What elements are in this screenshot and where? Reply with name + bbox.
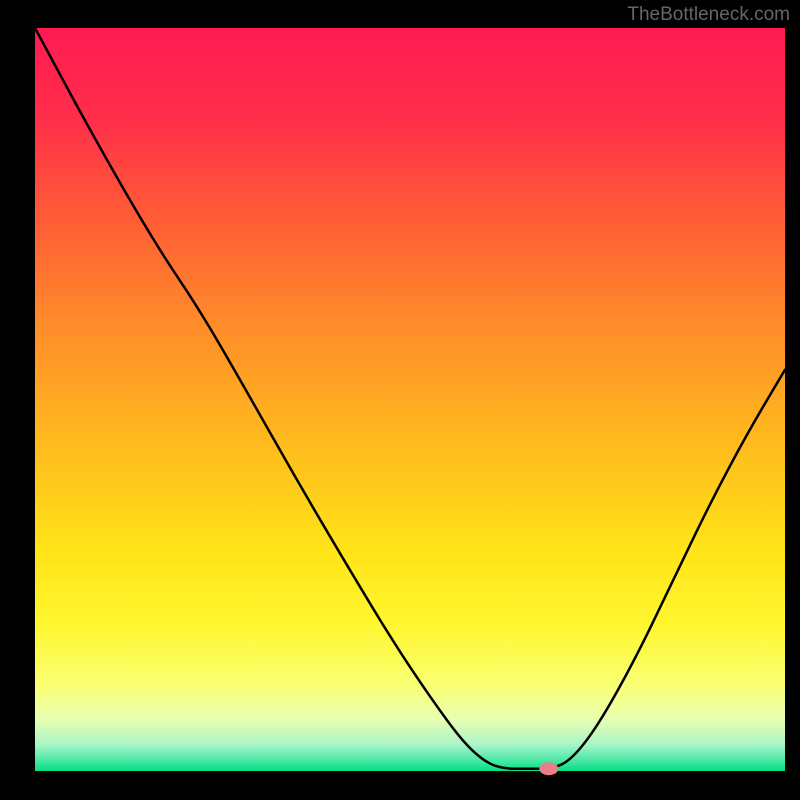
plot-background bbox=[35, 28, 785, 771]
chart-svg bbox=[0, 0, 800, 800]
optimal-marker bbox=[540, 763, 558, 775]
chart-container: TheBottleneck.com bbox=[0, 0, 800, 800]
watermark-text: TheBottleneck.com bbox=[627, 4, 790, 26]
